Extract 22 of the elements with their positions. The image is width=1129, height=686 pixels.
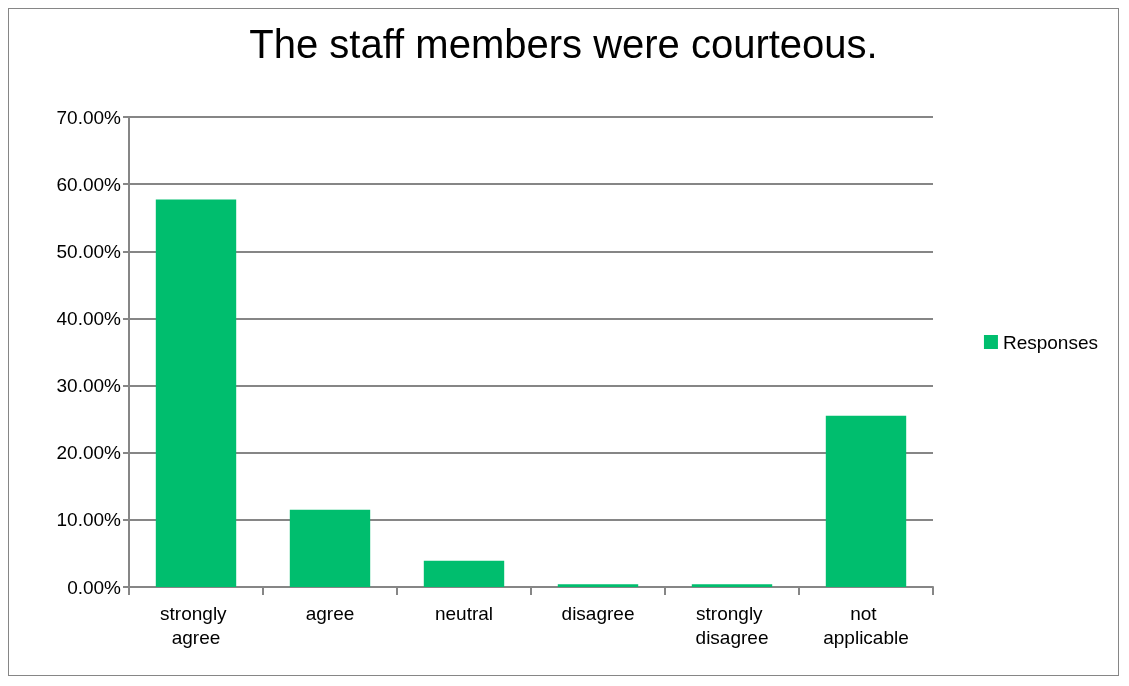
bar (825, 415, 907, 587)
y-tick-label: 50.00% (56, 240, 122, 262)
y-tick-label: 0.00% (67, 576, 122, 598)
bar (155, 199, 237, 587)
bar (289, 509, 371, 587)
chart-title: The staff members were courteous. (249, 22, 878, 66)
y-tick-label: 60.00% (56, 173, 122, 195)
y-tick-label: 70.00% (56, 106, 122, 128)
y-tick-label: 30.00% (56, 375, 122, 397)
legend-label: Responses (1002, 331, 1099, 353)
x-tick-label: strongly agree (160, 602, 232, 648)
x-tick-label: not applicable (823, 602, 909, 648)
x-tick-label: neutral (434, 602, 494, 624)
x-tick-label: disagree (561, 602, 635, 624)
x-tick-label: agree (305, 602, 355, 624)
y-tick-label: 10.00% (56, 509, 122, 531)
bar (423, 560, 505, 587)
bar (691, 584, 773, 587)
bar (557, 584, 639, 587)
y-tick-label: 20.00% (56, 442, 122, 464)
y-tick-label: 40.00% (56, 307, 122, 329)
x-tick-label: strongly disagree (695, 602, 769, 648)
